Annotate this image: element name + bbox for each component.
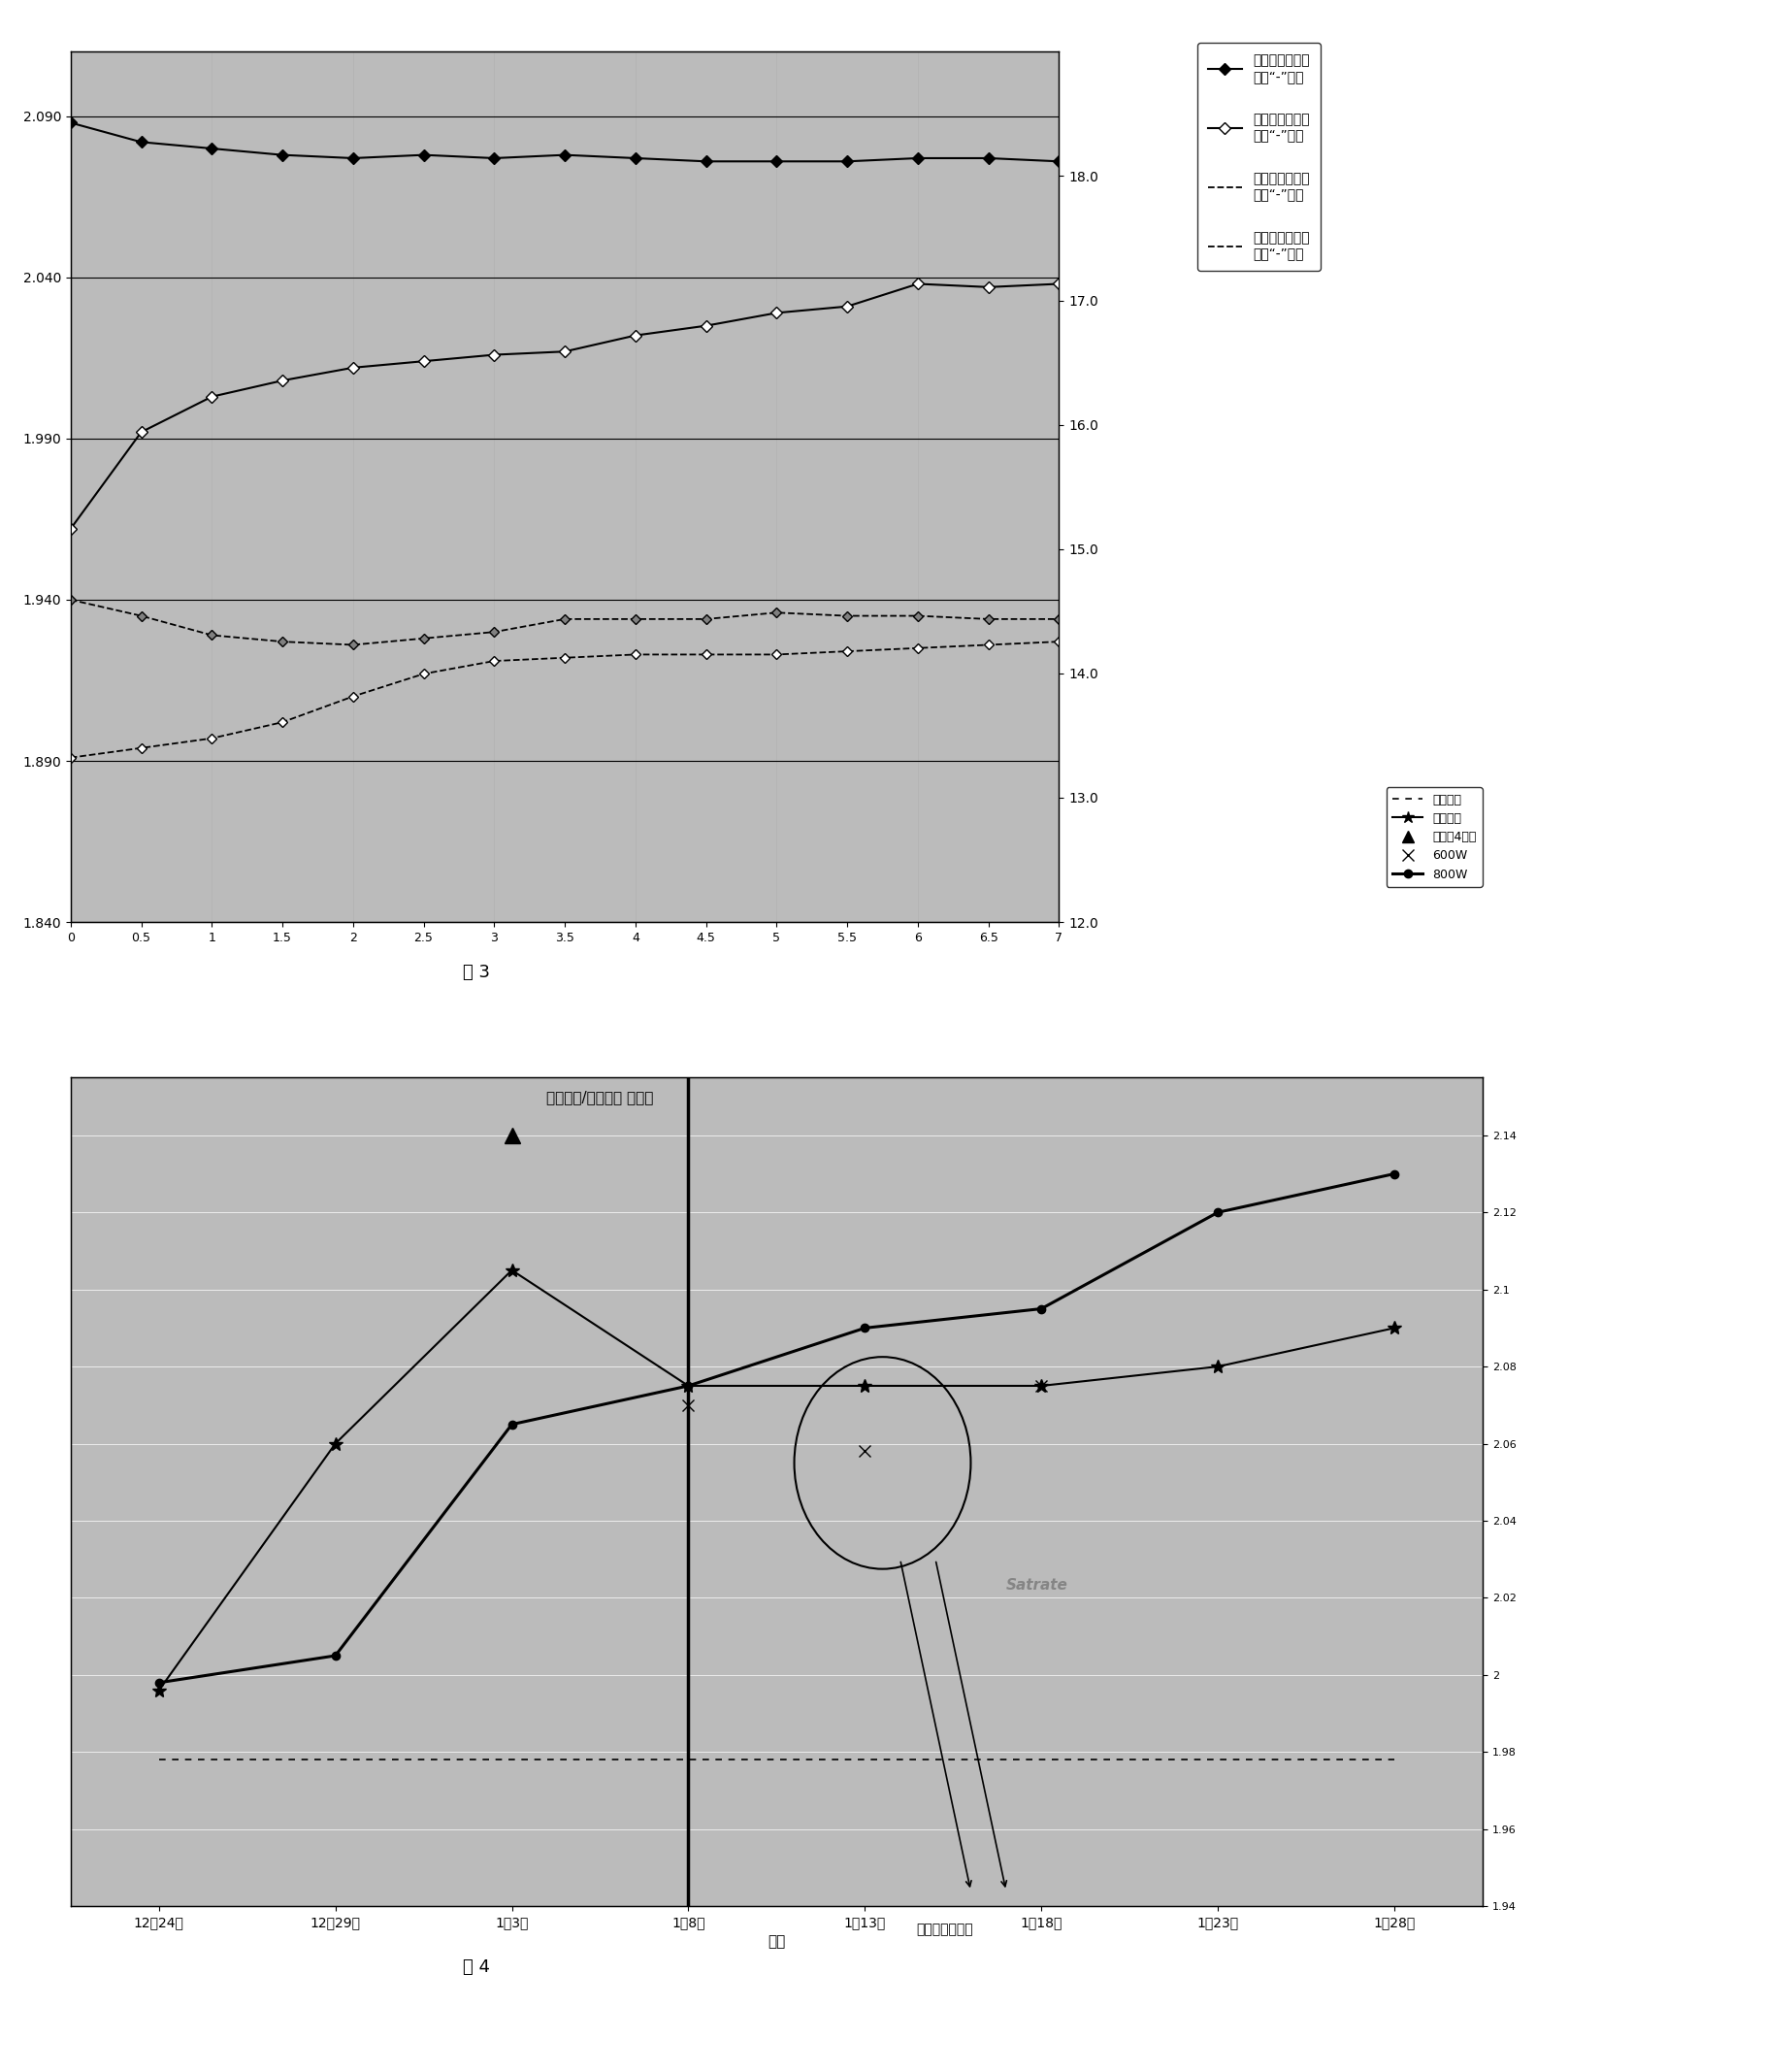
Text: 补偿氮剂量偏移: 补偿氮剂量偏移 [916, 1923, 973, 1937]
Text: 图 4: 图 4 [462, 1958, 491, 1975]
Legend: 电性厅度, 击穿电压, 延迟剠4小时, 600W, 800W: 电性厅度, 击穿电压, 延迟剠4小时, 600W, 800W [1387, 787, 1483, 887]
Text: 图 3: 图 3 [462, 963, 491, 980]
Legend: 击穿电压：具有
饱和“-”电荷, 击穿电压：没有
饱和“-”电荷, 电性厅度：具有
饱和“-”电荷, 电性厅度：没有
饱和“-”电荷: 击穿电压：具有 饱和“-”电荷, 击穿电压：没有 饱和“-”电荷, 电性厅度：具… [1197, 44, 1320, 271]
Text: Satrate: Satrate [1006, 1579, 1068, 1593]
X-axis label: 日期: 日期 [768, 1935, 785, 1950]
Text: 电性厅度/穿击电压 监控表: 电性厅度/穿击电压 监控表 [547, 1090, 653, 1104]
